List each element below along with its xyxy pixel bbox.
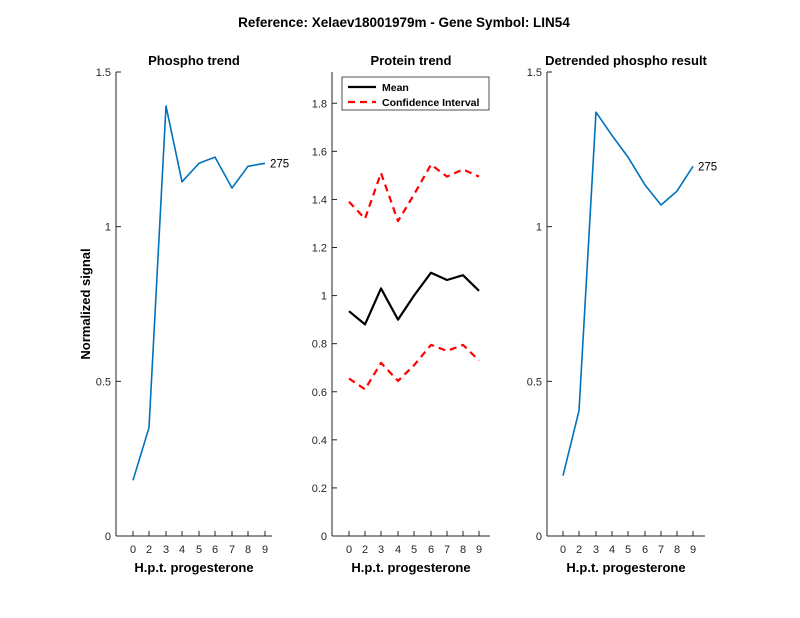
y-tick-label: 0 <box>536 531 542 543</box>
y-tick-label: 0.4 <box>312 435 327 447</box>
y-tick-label: 1 <box>536 222 542 234</box>
x-tick-label: 7 <box>444 544 450 556</box>
y-tick-label: 0.6 <box>312 387 327 399</box>
x-tick-label: 7 <box>229 544 235 556</box>
panel-title: Protein trend <box>371 53 452 68</box>
y-tick-label: 1.2 <box>312 243 327 255</box>
y-tick-label: 1.4 <box>312 194 327 206</box>
legend-box <box>341 76 490 111</box>
x-tick-label: 2 <box>362 544 368 556</box>
y-tick-label: 0.8 <box>312 339 327 351</box>
panel-title: Phospho trend <box>148 53 240 68</box>
y-tick-label: 1.8 <box>312 98 327 110</box>
x-axis-label: H.p.t. progesterone <box>351 560 470 575</box>
x-tick-label: 0 <box>560 544 566 556</box>
legend-label: Confidence Interval <box>382 97 480 109</box>
figure-suptitle: Reference: Xelaev18001979m - Gene Symbol… <box>238 15 570 30</box>
x-tick-label: 2 <box>576 544 582 556</box>
x-tick-label: 8 <box>460 544 466 556</box>
legend: Mean Confidence Interval <box>341 76 490 111</box>
series-line-1 <box>562 111 694 476</box>
x-tick-label: 6 <box>428 544 434 556</box>
panel-title: Detrended phospho result <box>545 53 707 68</box>
series-line-1 <box>132 105 266 481</box>
x-tick-label: 3 <box>378 544 384 556</box>
x-tick-label: 6 <box>212 544 218 556</box>
y-tick-label: 1.6 <box>312 146 327 158</box>
x-tick-label: 7 <box>658 544 664 556</box>
line-end-annotation: 275 <box>270 158 289 170</box>
series-line-2 <box>348 163 480 223</box>
x-tick-label: 0 <box>346 544 352 556</box>
y-tick-label: 0 <box>105 531 111 543</box>
legend-label: Mean <box>382 82 409 94</box>
x-tick-label: 3 <box>163 544 169 556</box>
line-end-annotation: 275 <box>698 161 717 173</box>
x-tick-label: 8 <box>674 544 680 556</box>
series-line-3 <box>348 343 480 391</box>
y-tick-label: 1 <box>321 291 327 303</box>
y-tick-label: 0.2 <box>312 483 327 495</box>
x-tick-label: 9 <box>262 544 268 556</box>
x-tick-label: 9 <box>690 544 696 556</box>
chart-panel-2: 00.20.40.60.811.21.41.61.80 2 3 4 5 6 7 8 9Prote… <box>312 53 490 575</box>
x-tick-label: 5 <box>411 544 417 556</box>
series-line-1 <box>348 271 480 326</box>
x-tick-label: 3 <box>593 544 599 556</box>
y-tick-label: 0.5 <box>96 376 111 388</box>
y-tick-label: 1.5 <box>96 67 111 79</box>
x-tick-label: 8 <box>245 544 251 556</box>
x-tick-label: 9 <box>476 544 482 556</box>
x-axis-label: H.p.t. progesterone <box>134 560 253 575</box>
x-tick-label: 4 <box>179 544 185 556</box>
x-tick-label: 2 <box>146 544 152 556</box>
x-tick-label: 6 <box>642 544 648 556</box>
x-axis-label: H.p.t. progesterone <box>566 560 685 575</box>
y-tick-label: 1 <box>105 222 111 234</box>
x-tick-label: 5 <box>625 544 631 556</box>
x-tick-label: 4 <box>609 544 615 556</box>
x-tick-label: 0 <box>130 544 136 556</box>
y-axis-label: Normalized signal <box>78 248 93 359</box>
x-tick-label: 5 <box>196 544 202 556</box>
x-tick-label: 4 <box>395 544 401 556</box>
y-tick-label: 0 <box>321 531 327 543</box>
y-tick-label: 0.5 <box>527 376 542 388</box>
y-tick-label: 1.5 <box>527 67 542 79</box>
